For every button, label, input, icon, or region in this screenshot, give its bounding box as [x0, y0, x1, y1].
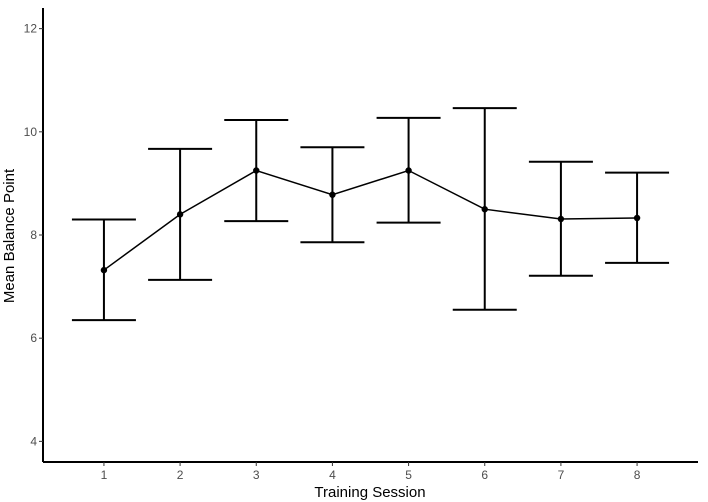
x-axis: 1 2 3 4 5 6 7 8 [43, 461, 698, 482]
error-bars [71, 107, 670, 322]
x-tick-label: 7 [558, 468, 565, 482]
data-point [176, 211, 184, 218]
x-tick-label: 6 [481, 468, 488, 482]
x-tick-label: 1 [101, 468, 108, 482]
y-tick-label: 4 [30, 434, 37, 448]
series-line [103, 169, 638, 271]
y-axis: 4 6 8 10 12 [24, 8, 44, 462]
y-tick-label: 8 [30, 228, 37, 242]
series [100, 167, 641, 274]
y-axis-title: Mean Balance Point [1, 168, 18, 303]
data-point [100, 266, 108, 274]
y-tick-label: 12 [24, 22, 38, 36]
data-point [405, 167, 412, 174]
x-tick-label: 5 [405, 468, 412, 482]
data-point [633, 214, 641, 222]
data-point [253, 167, 260, 174]
data-point [329, 191, 336, 198]
data-point [557, 215, 565, 223]
x-tick-label: 3 [253, 468, 260, 482]
x-tick-label: 4 [329, 468, 336, 482]
y-tick-label: 6 [30, 331, 37, 345]
x-tick-label: 8 [634, 468, 641, 482]
data-point [481, 206, 488, 213]
y-tick-label: 10 [24, 125, 38, 139]
x-axis-title: Training Session [314, 484, 425, 501]
x-tick-label: 2 [177, 468, 184, 482]
